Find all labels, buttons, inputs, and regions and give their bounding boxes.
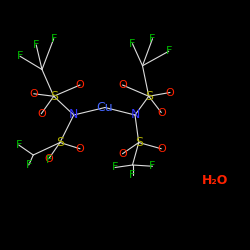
Text: O: O <box>30 89 38 99</box>
Text: S: S <box>50 90 58 103</box>
Text: F: F <box>16 140 22 150</box>
Text: N: N <box>130 108 140 122</box>
Text: H₂O: H₂O <box>202 174 228 186</box>
Text: F: F <box>166 46 172 56</box>
Text: F: F <box>129 39 136 49</box>
Text: O: O <box>44 154 53 164</box>
Text: N: N <box>69 108 78 122</box>
Text: F: F <box>33 40 40 50</box>
Text: F: F <box>17 51 23 61</box>
Text: O: O <box>37 109 46 119</box>
Text: F: F <box>50 34 57 44</box>
Text: O: O <box>157 144 166 154</box>
Text: S: S <box>56 136 64 149</box>
Text: S: S <box>145 90 153 103</box>
Text: O: O <box>157 108 166 118</box>
Text: O: O <box>76 144 84 154</box>
Text: O: O <box>118 149 127 159</box>
Text: F: F <box>46 155 52 165</box>
Text: F: F <box>112 162 118 172</box>
Text: F: F <box>129 170 136 180</box>
Text: F: F <box>149 34 156 44</box>
Text: O: O <box>118 80 127 90</box>
Text: F: F <box>149 161 156 171</box>
Text: O: O <box>166 88 174 98</box>
Text: S: S <box>135 136 143 149</box>
Text: Cu: Cu <box>97 101 113 114</box>
Text: O: O <box>76 80 84 90</box>
Text: F: F <box>26 160 32 170</box>
